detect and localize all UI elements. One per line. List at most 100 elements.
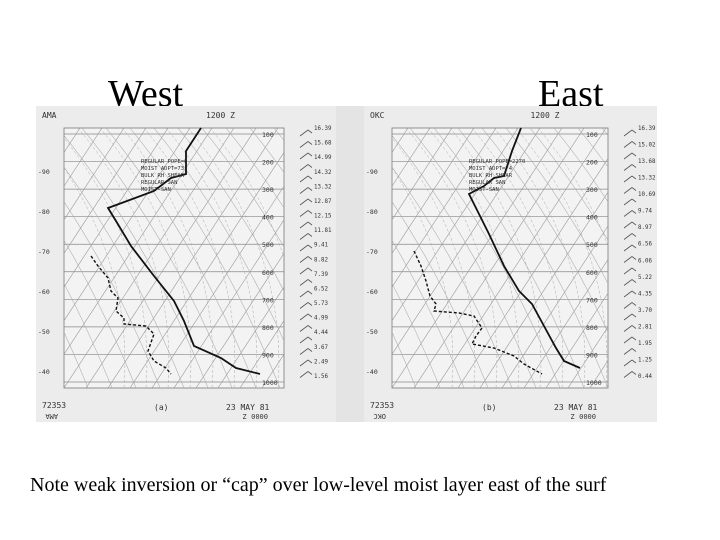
isotherm-line — [64, 128, 235, 388]
pressure-label: 800 — [262, 324, 274, 332]
moist-adiabat — [493, 128, 586, 388]
temperature-label: -90 — [38, 168, 50, 176]
wind-barb — [299, 325, 309, 332]
height-label: 15.68 — [314, 141, 332, 147]
parameter-line: REGULAR POPE=0 — [141, 159, 187, 165]
dry-adiabat — [409, 128, 561, 388]
isotherm-line — [129, 151, 284, 388]
height-label: 14.32 — [314, 170, 331, 176]
dry-adiabat — [249, 128, 284, 174]
wind-barb-flag — [307, 141, 313, 145]
wind-barb — [623, 175, 633, 183]
height-label: 9.74 — [638, 209, 652, 215]
dry-adiabat — [433, 128, 585, 388]
wind-barb-flag — [307, 267, 313, 272]
isotherm-line — [457, 158, 608, 388]
wind-barb-flag — [307, 233, 313, 237]
sounding-diagrams: AMA 1200 Z1002003004005006007008009001000… — [36, 106, 657, 422]
dry-adiabat — [392, 331, 417, 388]
wind-barb-flag — [307, 244, 313, 249]
wind-barb-flag — [307, 152, 313, 157]
isotherm-line — [173, 219, 284, 388]
wind-barb-flag — [631, 267, 637, 272]
temperature-trace — [106, 127, 261, 375]
wind-barbs — [623, 129, 637, 378]
temperature-trace — [467, 127, 581, 369]
wind-barb — [299, 302, 309, 309]
height-label: 6.52 — [314, 286, 328, 292]
temperature-label: -50 — [38, 328, 50, 336]
height-label: 6.56 — [638, 242, 652, 248]
wind-barb — [299, 336, 309, 344]
isotherm-line — [523, 258, 608, 388]
isotherm-line — [392, 128, 563, 388]
pressure-label: 100 — [586, 131, 598, 139]
wind-barb-flag — [631, 244, 637, 249]
wind-barb — [299, 290, 309, 298]
wind-barb — [299, 164, 309, 171]
wind-barb — [623, 244, 633, 252]
pressure-label: 100 — [262, 131, 274, 139]
wind-barb — [623, 359, 633, 367]
wind-barb — [623, 210, 633, 217]
footer-time: 0000 Z — [571, 412, 596, 420]
isotherm-line — [567, 326, 608, 388]
moist-adiabat — [64, 167, 126, 388]
wind-barb-flag — [631, 290, 637, 295]
wind-barb-flag — [631, 152, 637, 157]
station-label: AMA — [42, 111, 57, 120]
isotherm-line — [64, 128, 125, 221]
dry-adiabat — [225, 128, 284, 209]
wind-barb-flag — [631, 129, 637, 134]
height-label: 5.22 — [638, 275, 652, 281]
height-label: 10.69 — [638, 192, 656, 198]
wind-barb — [299, 267, 309, 275]
wind-barb-flag — [307, 313, 313, 318]
moist-adiabat — [392, 137, 476, 388]
moist-adiabat — [209, 128, 284, 259]
isotherm-line — [217, 286, 284, 388]
isotherm-line — [392, 128, 431, 187]
height-label: 1.56 — [314, 374, 328, 380]
date-label: 23 MAY 81 — [226, 403, 270, 412]
wind-barb-flag — [631, 313, 637, 318]
temperature-label: -60 — [366, 288, 378, 296]
temperature-label: -90 — [366, 168, 378, 176]
wind-barb — [299, 210, 309, 217]
wind-barb — [623, 187, 633, 194]
wind-barb-flag — [307, 336, 313, 341]
height-label: 4.99 — [314, 316, 328, 322]
wind-barb — [299, 233, 309, 240]
isotherm-line — [392, 128, 453, 221]
moist-adiabat — [392, 167, 454, 388]
wind-barb — [299, 359, 309, 367]
moist-adiabat — [471, 128, 564, 388]
dewpoint-trace — [90, 255, 172, 375]
isotherm-line — [64, 128, 191, 322]
wind-barb-flag — [631, 348, 637, 352]
wind-barb — [623, 152, 633, 160]
moist-adiabat — [99, 128, 192, 388]
isotherm-line — [64, 128, 213, 355]
wind-barb-flag — [631, 336, 637, 341]
moist-adiabat — [64, 137, 148, 388]
wind-barb — [623, 371, 633, 378]
dry-adiabat — [392, 201, 489, 388]
isotherm-line — [64, 128, 147, 254]
wind-barb-flag — [307, 198, 313, 203]
isotherm-line — [64, 128, 103, 187]
pressure-label: 400 — [262, 214, 274, 222]
wind-barb-flag — [631, 141, 637, 145]
dry-adiabat — [392, 282, 441, 388]
isotherm-line — [107, 128, 279, 388]
moist-adiabat — [187, 128, 280, 388]
height-label: 12.15 — [314, 214, 332, 220]
height-label: 13.32 — [638, 176, 655, 182]
date-label: 23 MAY 81 — [554, 403, 598, 412]
wind-barb — [623, 164, 633, 171]
height-label: 7.39 — [314, 272, 328, 278]
parameter-line: REGULAR SAN — [469, 180, 505, 186]
moist-adiabat — [405, 128, 498, 388]
height-label: 3.67 — [314, 345, 328, 351]
wind-barb-flag — [307, 221, 313, 226]
